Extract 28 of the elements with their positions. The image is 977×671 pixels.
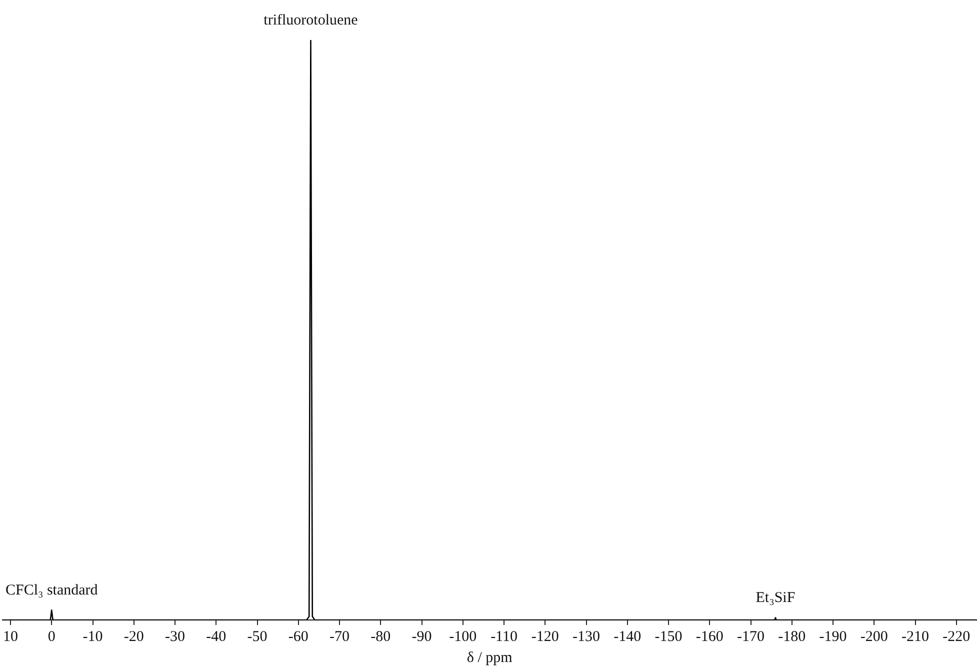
x-tick-label: -210 [902,628,930,645]
x-tick-label: -180 [778,628,806,645]
annotation: Et₃SiF [756,590,796,606]
x-tick-label: -150 [654,628,682,645]
x-tick-label: 10 [3,628,18,645]
x-tick-label: -30 [165,628,186,645]
x-tick-label: -10 [82,628,103,645]
x-axis-title: δ / ppm [466,650,513,666]
x-tick-label: -190 [819,628,847,645]
x-tick-label: -200 [860,628,888,645]
x-tick-label: -60 [288,628,308,645]
x-tick-label: -80 [370,628,391,645]
annotation: CFCl₃ standard [5,582,98,599]
x-tick-label: -130 [572,628,600,645]
x-tick-label: -50 [247,628,268,645]
x-tick-label: -90 [412,628,432,645]
x-tick-label: -100 [449,628,477,645]
x-tick-label: -20 [124,628,144,645]
x-tick-label: -40 [206,628,226,645]
annotation: trifluorotoluene [264,12,358,28]
x-tick-label: -140 [614,628,642,645]
x-tick-label: -110 [490,628,518,645]
x-tick-label: 0 [48,628,56,645]
x-tick-label: -120 [531,628,559,645]
x-tick-label: -70 [330,628,350,645]
x-tick-label: -160 [696,628,724,645]
x-tick-label: -170 [737,628,765,645]
x-tick-label: -220 [942,628,970,645]
